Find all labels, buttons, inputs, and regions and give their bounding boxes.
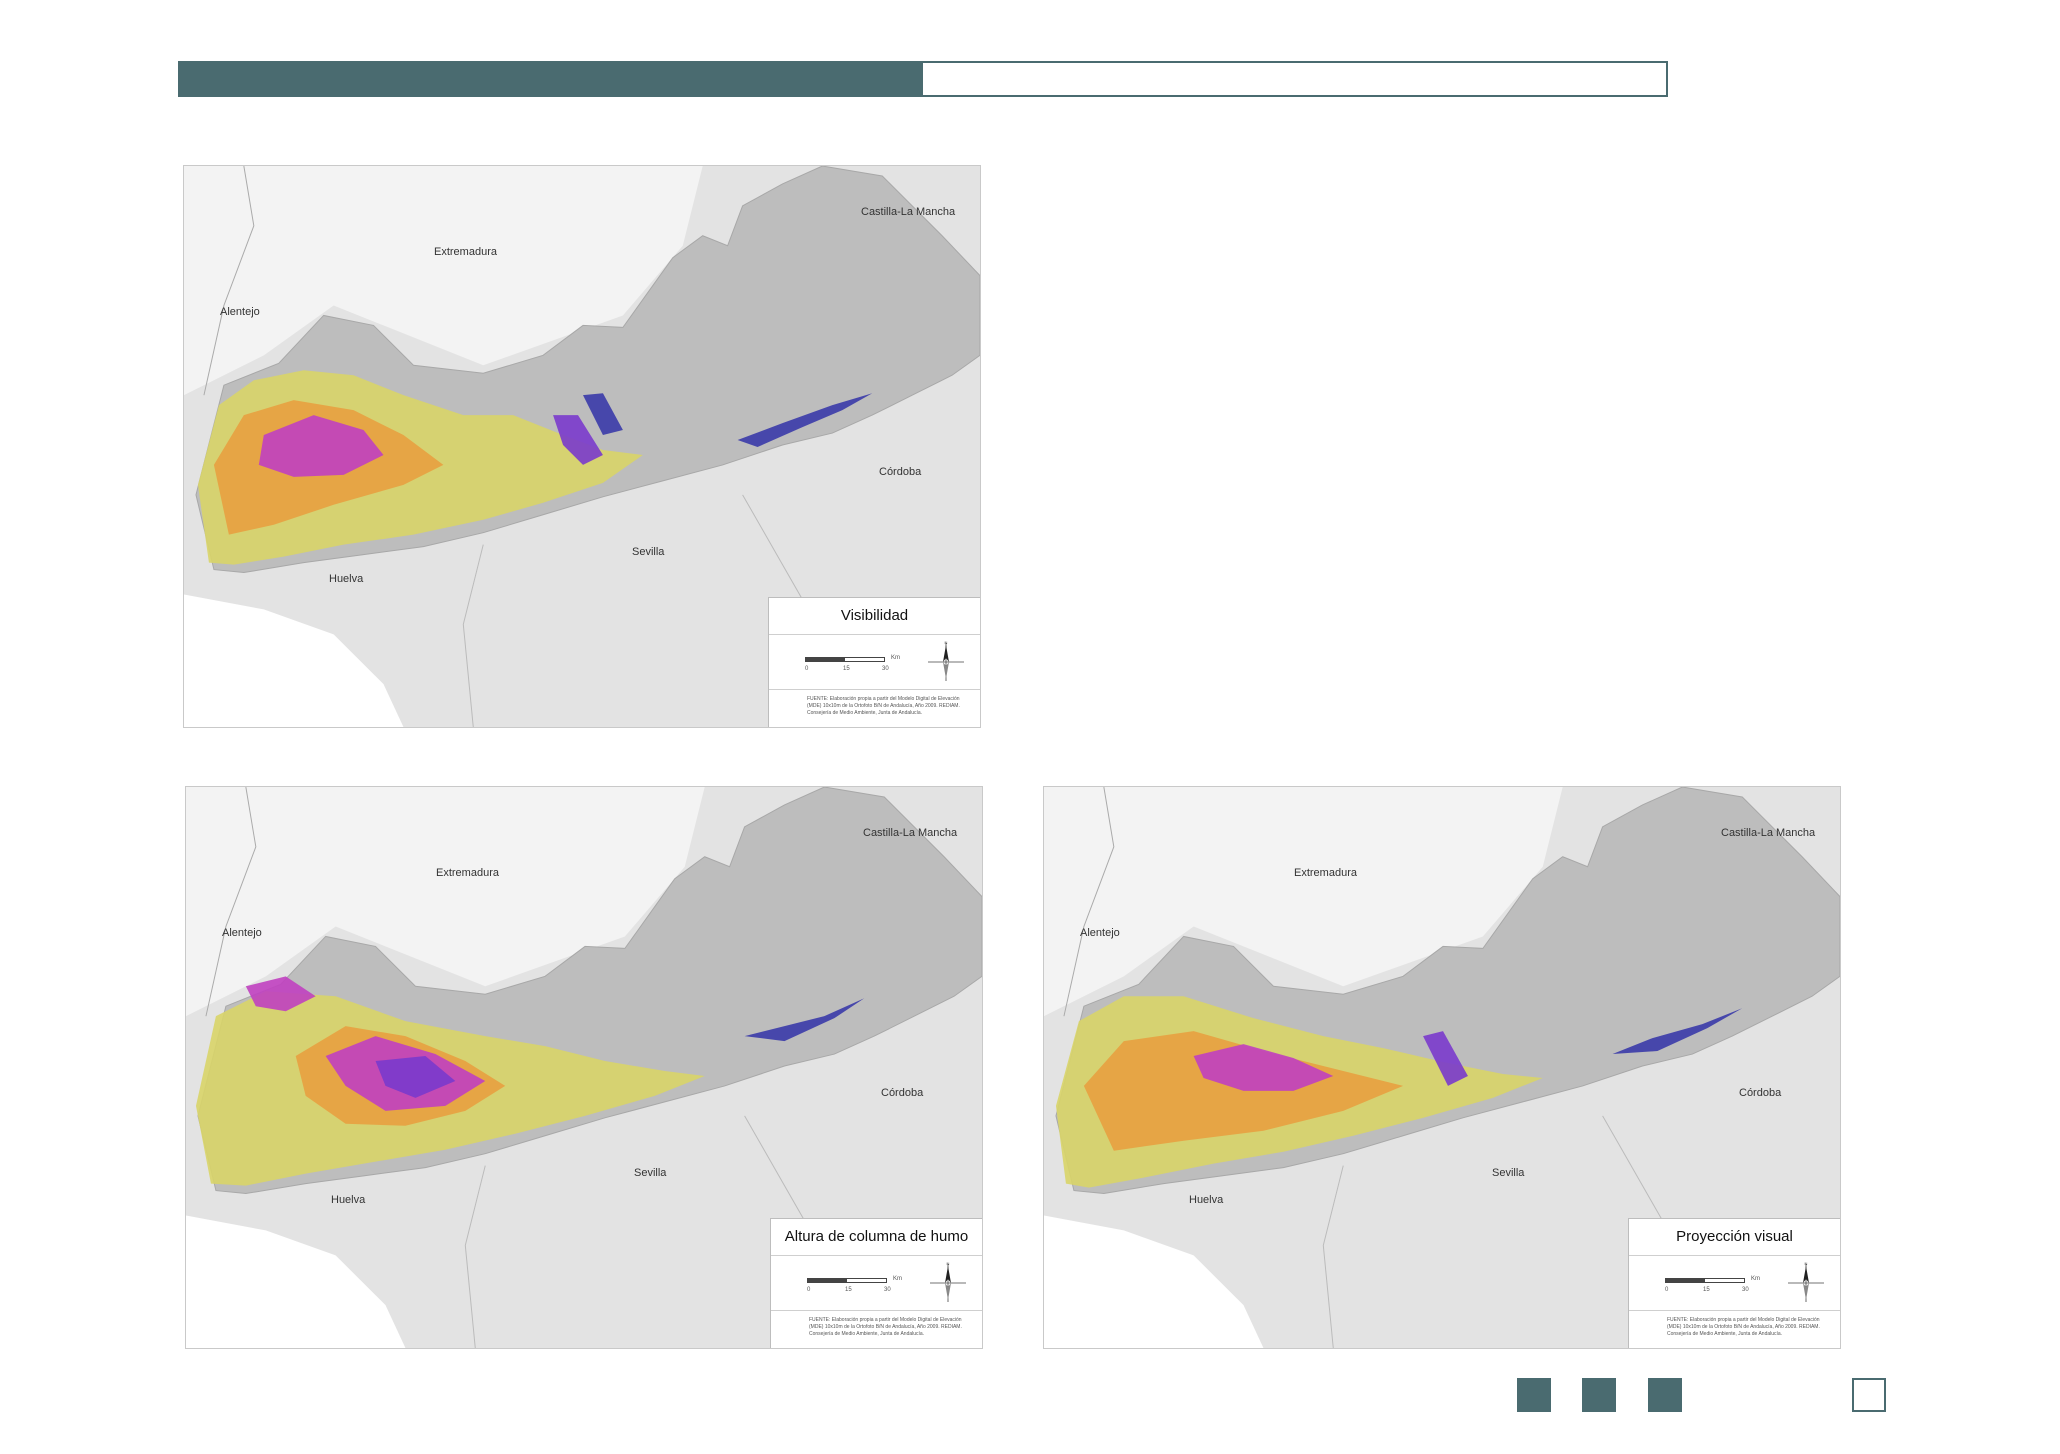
- place-label-sevilla: Sevilla: [632, 546, 665, 558]
- map-visibilidad: Castilla-La Mancha Extremadura Alentejo Cór…: [183, 165, 981, 728]
- map-title: Visibilidad: [769, 598, 980, 635]
- scale-tick-label: 0: [1665, 1287, 1669, 1293]
- scale-bar: [1665, 1278, 1745, 1283]
- scale-tick-label: 30: [884, 1287, 891, 1293]
- place-label-castilla: Castilla-La Mancha: [863, 827, 958, 839]
- ocean-area: [184, 594, 404, 727]
- north-arrow-icon: N: [928, 641, 964, 681]
- scale-tick-label: 15: [843, 666, 850, 672]
- svg-text:N: N: [1805, 1262, 1808, 1266]
- hazard-zone: [258, 415, 384, 477]
- scale-unit: Km: [893, 1276, 902, 1282]
- hazard-zone: [1423, 1031, 1468, 1086]
- source-note: FUENTE: Elaboración propia a partir del …: [807, 696, 960, 716]
- hazard-zone: [1193, 1044, 1334, 1091]
- map-canvas: [186, 787, 982, 1348]
- map-altura-columna-humo: Castilla-La Mancha Extremadura Alentejo Cór…: [185, 786, 983, 1349]
- header-progress-bar: [178, 61, 1668, 97]
- hazard-zone: [744, 998, 865, 1042]
- place-label-huelva: Huelva: [1189, 1194, 1224, 1206]
- place-label-extremadura: Extremadura: [1294, 867, 1357, 879]
- place-label-extremadura: Extremadura: [434, 246, 497, 258]
- place-label-sevilla: Sevilla: [634, 1167, 667, 1179]
- place-label-huelva: Huelva: [331, 1194, 366, 1206]
- legend-box: Proyección visual 0 15 30 Km N FUENTE: Elabora…: [1628, 1218, 1840, 1348]
- legend-box: Altura de columna de humo 0 15 30 Km N FUENTE:…: [770, 1218, 982, 1348]
- north-arrow-icon: N: [926, 641, 966, 683]
- scale-bar: [805, 657, 885, 662]
- nav-square-outline[interactable]: [1852, 1378, 1886, 1412]
- map-canvas: [1044, 787, 1840, 1348]
- map-proyeccion-visual: Castilla-La Mancha Extremadura Alentejo Cór…: [1043, 786, 1841, 1349]
- nav-square-2[interactable]: [1582, 1378, 1616, 1412]
- scale-section: 0 15 30 Km N: [771, 1256, 982, 1311]
- place-label-cordoba: Córdoba: [879, 466, 922, 478]
- scale-unit: Km: [891, 655, 900, 661]
- scale-tick-label: 0: [807, 1287, 811, 1293]
- place-label-sevilla: Sevilla: [1492, 1167, 1525, 1179]
- scale-unit: Km: [1751, 1276, 1760, 1282]
- north-arrow-icon: N: [928, 1262, 968, 1304]
- north-arrow-icon: N: [930, 1262, 966, 1302]
- legend-box: Visibilidad 0 15 30 Km N FUENTE: Elaboración p…: [768, 597, 980, 727]
- place-label-castilla: Castilla-La Mancha: [861, 206, 956, 218]
- hazard-zone: [245, 976, 316, 1012]
- place-label-alentejo: Alentejo: [1080, 927, 1120, 939]
- scale-tick-label: 0: [805, 666, 809, 672]
- hazard-zone: [737, 393, 873, 447]
- scale-tick-label: 30: [882, 666, 889, 672]
- place-label-extremadura: Extremadura: [436, 867, 499, 879]
- place-label-cordoba: Córdoba: [1739, 1087, 1782, 1099]
- scale-tick-label: 30: [1742, 1287, 1749, 1293]
- nav-square-1[interactable]: [1517, 1378, 1551, 1412]
- map-canvas: [184, 166, 980, 727]
- nav-square-3[interactable]: [1648, 1378, 1682, 1412]
- scale-section: 0 15 30 Km N: [769, 635, 980, 690]
- scale-tick-label: 15: [845, 1287, 852, 1293]
- map-title: Altura de columna de humo: [771, 1219, 982, 1256]
- place-label-huelva: Huelva: [329, 573, 364, 585]
- svg-text:N: N: [945, 641, 948, 645]
- scale-bar: [807, 1278, 887, 1283]
- place-label-castilla: Castilla-La Mancha: [1721, 827, 1816, 839]
- header-progress-fill: [180, 63, 923, 95]
- ocean-area: [1044, 1215, 1264, 1348]
- scale-section: 0 15 30 Km N: [1629, 1256, 1840, 1311]
- source-note: FUENTE: Elaboración propia a partir del …: [1667, 1317, 1820, 1337]
- place-label-cordoba: Córdoba: [881, 1087, 924, 1099]
- north-arrow-icon: N: [1788, 1262, 1824, 1302]
- place-label-alentejo: Alentejo: [222, 927, 262, 939]
- source-note: FUENTE: Elaboración propia a partir del …: [809, 1317, 962, 1337]
- north-arrow-icon: N: [1786, 1262, 1826, 1304]
- map-title: Proyección visual: [1629, 1219, 1840, 1256]
- hazard-zone: [582, 393, 623, 436]
- ocean-area: [186, 1215, 406, 1348]
- hazard-zone: [553, 415, 603, 465]
- svg-text:N: N: [947, 1262, 950, 1266]
- scale-tick-label: 15: [1703, 1287, 1710, 1293]
- hazard-zone: [375, 1056, 456, 1098]
- place-label-alentejo: Alentejo: [220, 306, 260, 318]
